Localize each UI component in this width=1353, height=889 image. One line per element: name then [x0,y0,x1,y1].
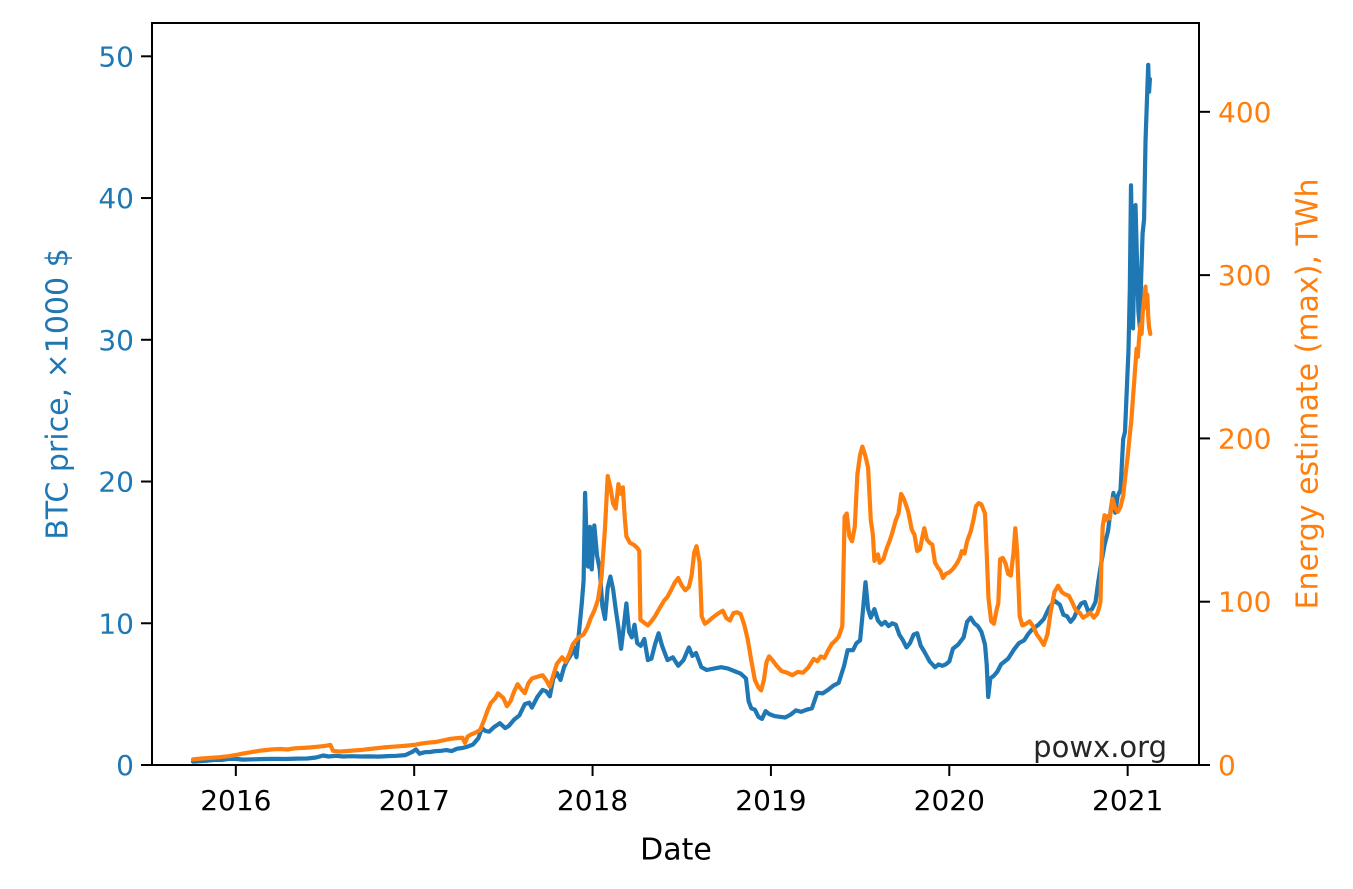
series-line-energy-estimate [190,284,1153,762]
y-right-tick-label: 100 [1218,586,1271,619]
y-left-tick-label: 50 [98,40,134,73]
series-line-btc-price [190,62,1152,764]
y-axis-label-right: Energy estimate (max), TWh [1290,178,1326,610]
y-left-tick-label: 10 [98,607,134,640]
x-tick-label: 2017 [379,784,450,817]
y-axis-label-left: BTC price, ×1000 $ [40,248,76,540]
y-right-tick-label: 0 [1218,749,1236,782]
x-tick-label: 2020 [914,784,985,817]
y-left-tick-label: 30 [98,324,134,357]
x-tick-label: 2019 [735,784,806,817]
x-tick-label: 2018 [557,784,628,817]
y-left-tick-label: 20 [98,466,134,499]
y-right-tick-label: 300 [1218,259,1271,292]
plot-border [151,22,1200,766]
x-tick-label: 2016 [200,784,271,817]
x-tick-label: 2021 [1092,784,1163,817]
watermark-text: powx.org [1033,730,1167,764]
x-axis-label: Date [640,832,712,868]
y-right-tick-label: 200 [1218,422,1271,455]
y-right-tick-label: 400 [1218,96,1271,129]
y-left-tick-label: 0 [116,749,134,782]
y-left-tick-label: 40 [98,182,134,215]
